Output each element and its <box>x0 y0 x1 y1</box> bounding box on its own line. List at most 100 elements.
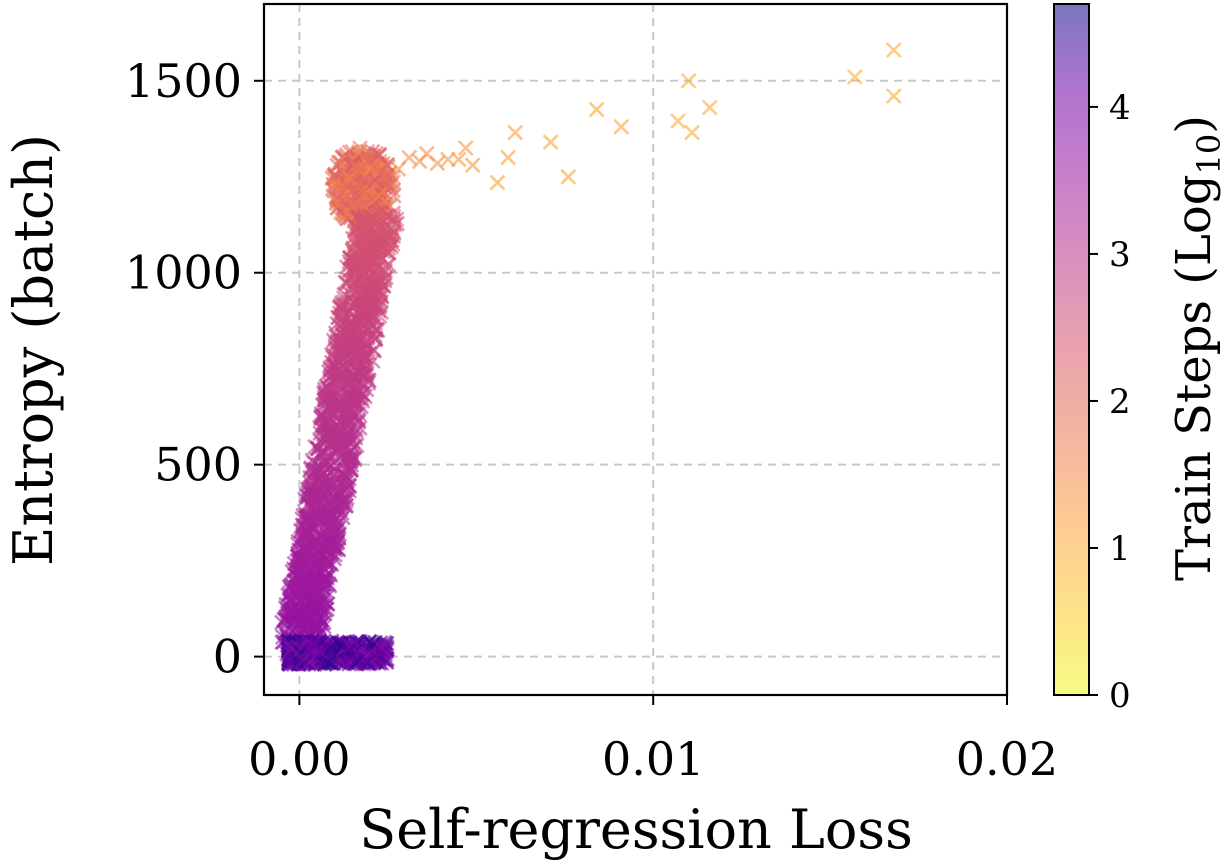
scatter-point <box>352 385 369 401</box>
scatter-point <box>358 213 375 230</box>
colorbar-gradient <box>1054 4 1089 695</box>
scatter-point <box>330 154 347 170</box>
scatter-point <box>701 99 718 116</box>
scatter-point <box>344 371 361 388</box>
colorbar-tick-label: 0 <box>1109 676 1131 716</box>
scatter-point <box>440 151 456 168</box>
scatter-point <box>885 88 902 105</box>
plot-frame <box>262 2 1009 697</box>
scatter-point <box>323 397 340 414</box>
scatter-point <box>457 140 474 156</box>
colorbar-tick-label: 3 <box>1109 235 1131 275</box>
scatter-point <box>354 331 371 348</box>
scatter-point <box>327 342 344 359</box>
scatter-point <box>280 587 297 604</box>
scatter-points <box>274 42 902 673</box>
scatter-point <box>356 295 373 312</box>
scatter-point <box>411 153 428 170</box>
scatter-point <box>343 453 360 470</box>
scatter-point <box>383 238 400 255</box>
scatter-point <box>670 113 686 130</box>
scatter-point <box>360 372 377 389</box>
scatter-point <box>325 176 341 193</box>
scatter-point <box>356 310 373 327</box>
scatter-point <box>314 473 331 490</box>
scatter-point <box>334 351 351 368</box>
scatter-point <box>319 595 336 612</box>
scatter-point <box>303 486 320 503</box>
scatter-point <box>310 491 327 508</box>
scatter-point <box>298 487 315 503</box>
scatter-point <box>301 586 318 603</box>
y-tick-label: 500 <box>154 438 242 492</box>
x-tick-label: 0.01 <box>602 732 704 786</box>
colorbar-tick-label: 1 <box>1109 529 1131 569</box>
scatter-point <box>372 221 389 238</box>
scatter-point <box>350 272 366 289</box>
scatter-point <box>289 548 306 565</box>
scatter-point <box>680 72 697 89</box>
scatter-point <box>507 124 524 141</box>
scatter-point <box>288 645 305 662</box>
x-axis-ticks: 0.00 0.01 0.02 <box>248 695 1058 786</box>
x-tick-label: 0.02 <box>956 732 1058 786</box>
scatter-point <box>295 528 311 545</box>
y-tick-label: 0 <box>213 630 242 684</box>
scatter-point <box>332 365 349 381</box>
scatter-point <box>313 511 330 528</box>
scatter-point <box>339 178 356 194</box>
scatter-point <box>390 161 407 178</box>
scatter-point <box>319 408 336 425</box>
scatter-point <box>324 442 341 459</box>
scatter-point <box>613 118 630 135</box>
scatter-point <box>359 184 376 201</box>
x-axis-label: Self-regression Loss <box>359 798 913 861</box>
scatter-point <box>303 640 320 657</box>
scatter-point <box>322 535 339 552</box>
scatter-point <box>331 305 348 322</box>
scatter-point <box>359 341 376 358</box>
colorbar-ticks: 0 1 2 3 4 <box>1089 88 1131 716</box>
scatter-point <box>372 251 389 268</box>
scatter-point <box>339 399 356 416</box>
scatter-point <box>335 294 352 310</box>
scatter-point <box>542 134 559 151</box>
scatter-point <box>369 265 386 282</box>
scatter-point <box>350 161 367 178</box>
colorbar-tick-label: 2 <box>1109 382 1131 422</box>
scatter-point <box>367 331 384 348</box>
colorbar-tick-label: 4 <box>1109 88 1131 128</box>
scatter-point <box>315 579 332 596</box>
scatter-point <box>385 205 402 222</box>
scatter-point <box>332 466 349 482</box>
scatter-point <box>342 250 359 266</box>
scatter-point <box>308 567 325 584</box>
scatter-point <box>321 369 338 386</box>
scatter-point <box>369 269 386 286</box>
colorbar-label: Train Steps (Log10) <box>1166 115 1226 581</box>
scatter-point <box>351 419 368 436</box>
x-tick-label: 0.00 <box>248 732 350 786</box>
scatter-point <box>385 223 402 240</box>
colorbar-label-main: Train Steps (Log <box>1166 174 1222 581</box>
scatter-point <box>846 68 863 85</box>
y-tick-label: 1000 <box>125 246 242 300</box>
scatter-point <box>464 157 481 174</box>
scatter-point <box>360 152 377 169</box>
y-axis-ticks: 0 500 1000 1500 <box>125 54 264 684</box>
scatter-point <box>330 330 347 346</box>
scatter-point <box>287 567 304 584</box>
scatter-point <box>309 552 326 569</box>
scatter-point <box>299 641 316 657</box>
scatter-point <box>323 422 340 439</box>
scatter-point <box>301 654 318 671</box>
scatter-point <box>338 258 355 275</box>
scatter-point <box>378 156 395 173</box>
scatter-point <box>500 149 517 166</box>
scatter-point <box>306 608 322 624</box>
scatter-point <box>560 168 577 185</box>
y-tick-label: 1500 <box>125 54 242 108</box>
scatter-point <box>313 644 329 661</box>
